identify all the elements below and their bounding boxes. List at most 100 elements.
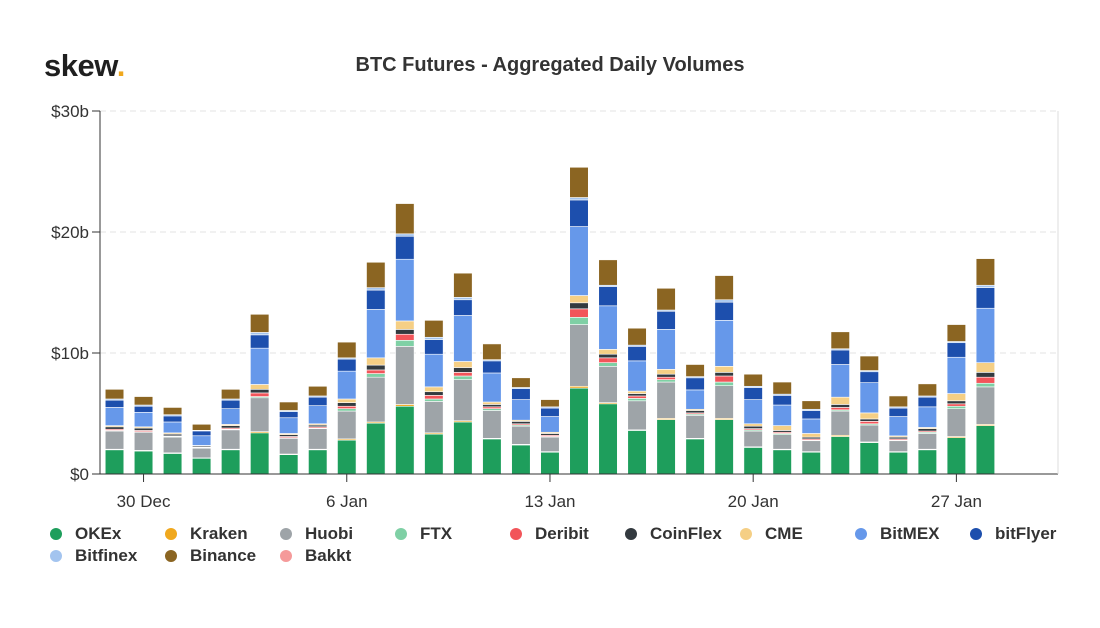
bar-segment-bitflyer[interactable]: 26 Jan bitFlyer: [917, 396, 937, 408]
bar-segment-cme[interactable]: 9 Jan CME: [424, 386, 444, 393]
bar-segment-bitmex[interactable]: 17 Jan BitMEX: [656, 329, 676, 370]
bar-segment-bitflyer[interactable]: 5 Jan bitFlyer: [308, 396, 328, 406]
bar-segment-huobi[interactable]: 25 Jan Huobi: [888, 440, 908, 452]
bar-segment-okex[interactable]: 26 Jan OKEx: [917, 449, 937, 475]
bar-segment-okex[interactable]: 8 Jan OKEx: [395, 405, 415, 475]
bar-segment-okex[interactable]: 29 Dec OKEx: [104, 449, 125, 475]
bar-segment-coinflex[interactable]: 8 Jan CoinFlex: [395, 329, 415, 335]
bar-segment-coinflex[interactable]: 10 Jan CoinFlex: [453, 367, 473, 373]
bar-segment-cme[interactable]: 10 Jan CME: [453, 361, 473, 368]
bar-segment-bitmex[interactable]: 18 Jan BitMEX: [685, 389, 705, 410]
bar-segment-ftx[interactable]: 16 Jan FTX: [627, 398, 647, 402]
bar-segment-binance[interactable]: 19 Jan Binance: [714, 275, 734, 301]
bar-segment-coinflex[interactable]: 19 Jan CoinFlex: [714, 372, 734, 377]
bar-segment-bitmex[interactable]: 15 Jan BitMEX: [598, 305, 618, 350]
bar-segment-huobi[interactable]: 22 Jan Huobi: [801, 440, 821, 452]
bar-segment-binance[interactable]: 9 Jan Binance: [424, 320, 444, 338]
bar-segment-huobi[interactable]: 11 Jan Huobi: [482, 410, 502, 439]
bar-segment-bitmex[interactable]: 21 Jan BitMEX: [772, 404, 792, 426]
bar-segment-binance[interactable]: 4 Jan Binance: [279, 401, 299, 411]
bar-segment-huobi[interactable]: 15 Jan Huobi: [598, 366, 618, 403]
bar-segment-bitmex[interactable]: 4 Jan BitMEX: [279, 417, 299, 434]
bar-segment-coinflex[interactable]: 27 Jan CoinFlex: [946, 400, 966, 405]
bar-segment-binance[interactable]: 16 Jan Binance: [627, 327, 647, 346]
bar-segment-deribit[interactable]: 16 Jan Deribit: [627, 395, 647, 399]
bar-segment-ftx[interactable]: 9 Jan FTX: [424, 398, 444, 402]
bar-segment-bitflyer[interactable]: 31 Dec bitFlyer: [162, 415, 183, 423]
bar-segment-coinflex[interactable]: 20 Jan CoinFlex: [743, 425, 763, 429]
bar-segment-bitflyer[interactable]: 29 Dec bitFlyer: [104, 399, 125, 408]
bar-segment-deribit[interactable]: 14 Jan Deribit: [569, 308, 589, 318]
bar-segment-okex[interactable]: 16 Jan OKEx: [627, 430, 647, 475]
bar-segment-huobi[interactable]: 7 Jan Huobi: [366, 376, 386, 423]
bar-segment-okex[interactable]: 7 Jan OKEx: [366, 422, 386, 475]
bar-segment-coinflex[interactable]: 6 Jan CoinFlex: [337, 402, 357, 407]
bar-segment-cme[interactable]: 22 Jan CME: [801, 433, 821, 438]
bar-segment-bitmex[interactable]: 19 Jan BitMEX: [714, 320, 734, 367]
bar-segment-bitmex[interactable]: 28 Jan BitMEX: [975, 307, 996, 363]
bar-segment-binance[interactable]: 3 Jan Binance: [250, 313, 270, 333]
bar-segment-binance[interactable]: 18 Jan Binance: [685, 364, 705, 377]
bar-segment-bitfinex[interactable]: 7 Jan Bitfinex: [366, 287, 386, 291]
bar-segment-binance[interactable]: 26 Jan Binance: [917, 383, 937, 397]
bar-segment-coinflex[interactable]: 23 Jan CoinFlex: [830, 404, 850, 408]
legend-item-bitfinex[interactable]: Bitfinex: [50, 546, 137, 566]
bar-segment-okex[interactable]: 25 Jan OKEx: [888, 451, 908, 475]
bar-segment-okex[interactable]: 14 Jan OKEx: [569, 387, 589, 475]
bar-segment-bitmex[interactable]: 20 Jan BitMEX: [743, 399, 763, 425]
bar-segment-binance[interactable]: 22 Jan Binance: [801, 400, 821, 410]
bar-segment-cme[interactable]: 14 Jan CME: [569, 295, 589, 304]
bar-segment-bitfinex[interactable]: 14 Jan Bitfinex: [569, 197, 589, 201]
bar-segment-bitflyer[interactable]: 30 Dec bitFlyer: [133, 405, 154, 413]
bar-segment-huobi[interactable]: 2 Jan Huobi: [221, 429, 241, 450]
bar-segment-bitflyer[interactable]: 12 Jan bitFlyer: [511, 388, 531, 400]
bar-segment-okex[interactable]: 27 Jan OKEx: [946, 437, 966, 475]
bar-segment-bitmex[interactable]: 7 Jan BitMEX: [366, 309, 386, 359]
bar-segment-bitflyer[interactable]: 4 Jan bitFlyer: [279, 411, 299, 419]
bar-segment-deribit[interactable]: 9 Jan Deribit: [424, 395, 444, 400]
bar-segment-huobi[interactable]: 20 Jan Huobi: [743, 430, 763, 448]
legend-item-deribit[interactable]: Deribit: [510, 524, 589, 544]
legend-item-ftx[interactable]: FTX: [395, 524, 452, 544]
bar-segment-bitmex[interactable]: 16 Jan BitMEX: [627, 360, 647, 392]
bar-segment-okex[interactable]: 24 Jan OKEx: [859, 442, 879, 475]
bar-segment-cme[interactable]: 23 Jan CME: [830, 396, 850, 405]
bar-segment-bitfinex[interactable]: 8 Jan Bitfinex: [395, 233, 415, 237]
bar-segment-deribit[interactable]: 23 Jan Deribit: [830, 407, 850, 411]
bar-segment-coinflex[interactable]: 17 Jan CoinFlex: [656, 373, 676, 378]
bar-segment-binance[interactable]: 1 Jan Binance: [192, 423, 212, 431]
bar-segment-cme[interactable]: 3 Jan CME: [250, 384, 270, 390]
bar-segment-coinflex[interactable]: 11 Jan CoinFlex: [482, 404, 502, 408]
bar-segment-coinflex[interactable]: 7 Jan CoinFlex: [366, 364, 386, 371]
bar-segment-binance[interactable]: 12 Jan Binance: [511, 377, 531, 388]
bar-segment-deribit[interactable]: 10 Jan Deribit: [453, 372, 473, 377]
bar-segment-binance[interactable]: 6 Jan Binance: [337, 341, 357, 359]
bar-segment-cme[interactable]: 7 Jan CME: [366, 357, 386, 366]
bar-segment-bitmex[interactable]: 14 Jan BitMEX: [569, 226, 589, 296]
bar-segment-okex[interactable]: 1 Jan OKEx: [192, 457, 212, 475]
bar-segment-binance[interactable]: 24 Jan Binance: [859, 355, 879, 371]
bar-segment-huobi[interactable]: 17 Jan Huobi: [656, 381, 676, 419]
bar-segment-huobi[interactable]: 4 Jan Huobi: [279, 438, 299, 455]
bar-segment-deribit[interactable]: 8 Jan Deribit: [395, 333, 415, 341]
bar-segment-bitflyer[interactable]: 28 Jan bitFlyer: [975, 287, 996, 309]
legend-item-kraken[interactable]: Kraken: [165, 524, 248, 544]
bar-segment-bitmex[interactable]: 30 Dec BitMEX: [133, 411, 154, 428]
legend-item-huobi[interactable]: Huobi: [280, 524, 353, 544]
bar-segment-okex[interactable]: 19 Jan OKEx: [714, 419, 734, 475]
bar-segment-huobi[interactable]: 28 Jan Huobi: [975, 386, 996, 425]
bar-segment-binance[interactable]: 5 Jan Binance: [308, 385, 328, 397]
bar-segment-cme[interactable]: 21 Jan CME: [772, 425, 792, 431]
bar-segment-coinflex[interactable]: 3 Jan CoinFlex: [250, 388, 270, 394]
bar-segment-ftx[interactable]: 8 Jan FTX: [395, 339, 415, 347]
bar-segment-ftx[interactable]: 19 Jan FTX: [714, 381, 734, 386]
bar-segment-bitmex[interactable]: 11 Jan BitMEX: [482, 372, 502, 403]
bars[interactable]: 29 Dec OKEx29 Dec Kraken29 Dec Huobi29 D…: [104, 166, 996, 475]
bar-segment-deribit[interactable]: 28 Jan Deribit: [975, 376, 996, 384]
bar-segment-okex[interactable]: 21 Jan OKEx: [772, 449, 792, 475]
bar-segment-deribit[interactable]: 6 Jan Deribit: [337, 405, 357, 409]
bar-segment-coinflex[interactable]: 9 Jan CoinFlex: [424, 391, 444, 396]
bar-segment-binance[interactable]: 10 Jan Binance: [453, 272, 473, 298]
bar-segment-huobi[interactable]: 6 Jan Huobi: [337, 410, 357, 440]
bar-segment-bitmex[interactable]: 1 Jan BitMEX: [192, 435, 212, 446]
